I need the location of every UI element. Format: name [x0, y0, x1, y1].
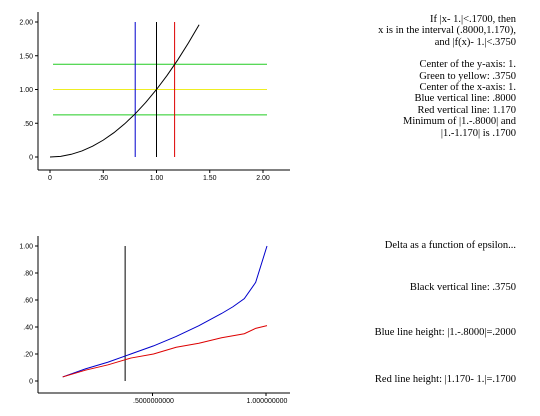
- series-line: [62, 325, 268, 378]
- series-line: [62, 245, 268, 378]
- x-tick-label: 1.00: [150, 175, 164, 182]
- condition-line-2: x is in the interval (.8000,1.170),: [378, 25, 516, 37]
- x-center-text: Center of the x-axis: 1.: [419, 82, 516, 94]
- red-height-text: Red line height: |1.170- 1.|=.1700: [374, 374, 516, 385]
- blue-line-text: Blue vertical line: .8000: [414, 93, 516, 105]
- green-yellow-text: Green to yellow: .3750: [419, 70, 516, 82]
- blue-height-text: Blue line height: |1.-.8000|=.2000: [374, 327, 516, 338]
- y-tick-label: 1.00: [19, 244, 33, 251]
- condition-line-3: and |f(x)- 1.|<.3750: [434, 36, 516, 48]
- y-tick-label: .20: [23, 352, 33, 359]
- x-tick-label: .50: [98, 175, 108, 182]
- x-tick-label: .5000000000: [133, 398, 174, 405]
- bottom-chart: 0 .20 .40 .60 .80 1.00 .5000000000 1.000000000: [19, 236, 290, 405]
- x-tick-label: 1.000000000: [247, 398, 288, 405]
- y-tick-label: 0: [29, 155, 33, 162]
- red-line-text: Red vertical line: 1.170: [417, 104, 516, 116]
- delta-title: Delta as a function of epsilon...: [384, 240, 516, 251]
- y-tick-label: .80: [23, 271, 33, 278]
- minimum-text-2: |1.-1.170| is .1700: [440, 127, 516, 139]
- y-tick-label: 1.00: [19, 87, 33, 94]
- x-tick-label: 1.50: [203, 175, 217, 182]
- y-tick-label: 0: [29, 379, 33, 386]
- black-line-text: Black vertical line: .3750: [409, 282, 516, 293]
- y-center-text: Center of the y-axis: 1.: [419, 59, 516, 71]
- y-tick-label: 1.50: [19, 53, 33, 60]
- condition-line-1: If |x- 1.|<.1700, then: [430, 14, 516, 25]
- x-tick-label: 2.00: [256, 175, 270, 182]
- top-explanation: If |x- 1.|<.1700, then x is in the inter…: [378, 14, 516, 139]
- y-tick-label: .60: [23, 298, 33, 305]
- top-chart: 0 .50 1.00 1.50 2.00 0 .50 1.00 1.50 2.00: [19, 12, 290, 182]
- x-tick-label: 0: [48, 175, 52, 182]
- function-curve: [49, 24, 200, 158]
- y-tick-label: .40: [23, 325, 33, 332]
- minimum-text-1: Minimum of |1.-.8000| and: [403, 116, 516, 128]
- y-tick-label: 2.00: [19, 20, 33, 27]
- y-tick-label: .50: [23, 121, 33, 128]
